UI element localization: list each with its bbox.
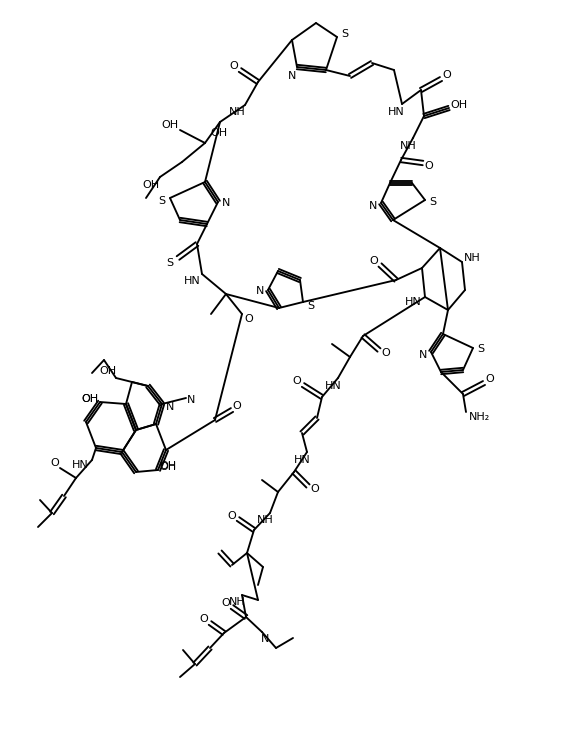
Text: OH: OH <box>162 120 179 130</box>
Text: NH: NH <box>229 107 246 117</box>
Text: O: O <box>310 484 319 494</box>
Text: NH: NH <box>256 515 273 525</box>
Text: O: O <box>51 458 59 468</box>
Text: N: N <box>369 201 377 211</box>
Text: S: S <box>430 197 436 207</box>
Text: OH: OH <box>82 394 98 404</box>
Text: O: O <box>382 348 390 358</box>
Text: O: O <box>200 614 208 624</box>
Text: OH: OH <box>99 366 117 376</box>
Text: O: O <box>228 511 236 521</box>
Text: HN: HN <box>405 297 421 307</box>
Text: O: O <box>293 376 301 386</box>
Text: N: N <box>166 402 174 412</box>
Text: NH₂: NH₂ <box>469 412 490 422</box>
Text: NH: NH <box>229 597 246 607</box>
Text: O: O <box>244 314 254 324</box>
Text: HN: HN <box>72 460 89 470</box>
Text: OH: OH <box>450 100 467 110</box>
Text: S: S <box>159 196 166 206</box>
Text: S: S <box>342 29 348 39</box>
Text: O: O <box>370 256 378 266</box>
Text: O: O <box>229 61 239 71</box>
Text: O: O <box>486 374 494 384</box>
Text: HN: HN <box>325 381 342 391</box>
Text: O: O <box>424 161 434 171</box>
Text: N: N <box>222 198 230 208</box>
Text: N: N <box>261 634 269 644</box>
Text: OH: OH <box>143 180 160 190</box>
Text: OH: OH <box>210 128 228 138</box>
Text: NH: NH <box>400 141 416 151</box>
Text: S: S <box>477 344 485 354</box>
Text: N: N <box>256 286 264 296</box>
Text: S: S <box>308 301 315 311</box>
Text: N: N <box>288 71 296 81</box>
Text: O: O <box>233 401 242 411</box>
Text: O: O <box>221 598 231 608</box>
Text: HN: HN <box>388 107 404 117</box>
Text: S: S <box>166 258 174 268</box>
Text: HN: HN <box>294 455 310 465</box>
Text: NH: NH <box>463 253 480 263</box>
Text: OH: OH <box>82 394 98 404</box>
Text: O: O <box>443 70 451 80</box>
Text: N: N <box>187 395 195 405</box>
Text: N: N <box>419 350 427 360</box>
Text: OH: OH <box>159 461 177 471</box>
Text: HN: HN <box>183 276 200 286</box>
Text: OH: OH <box>159 462 177 472</box>
